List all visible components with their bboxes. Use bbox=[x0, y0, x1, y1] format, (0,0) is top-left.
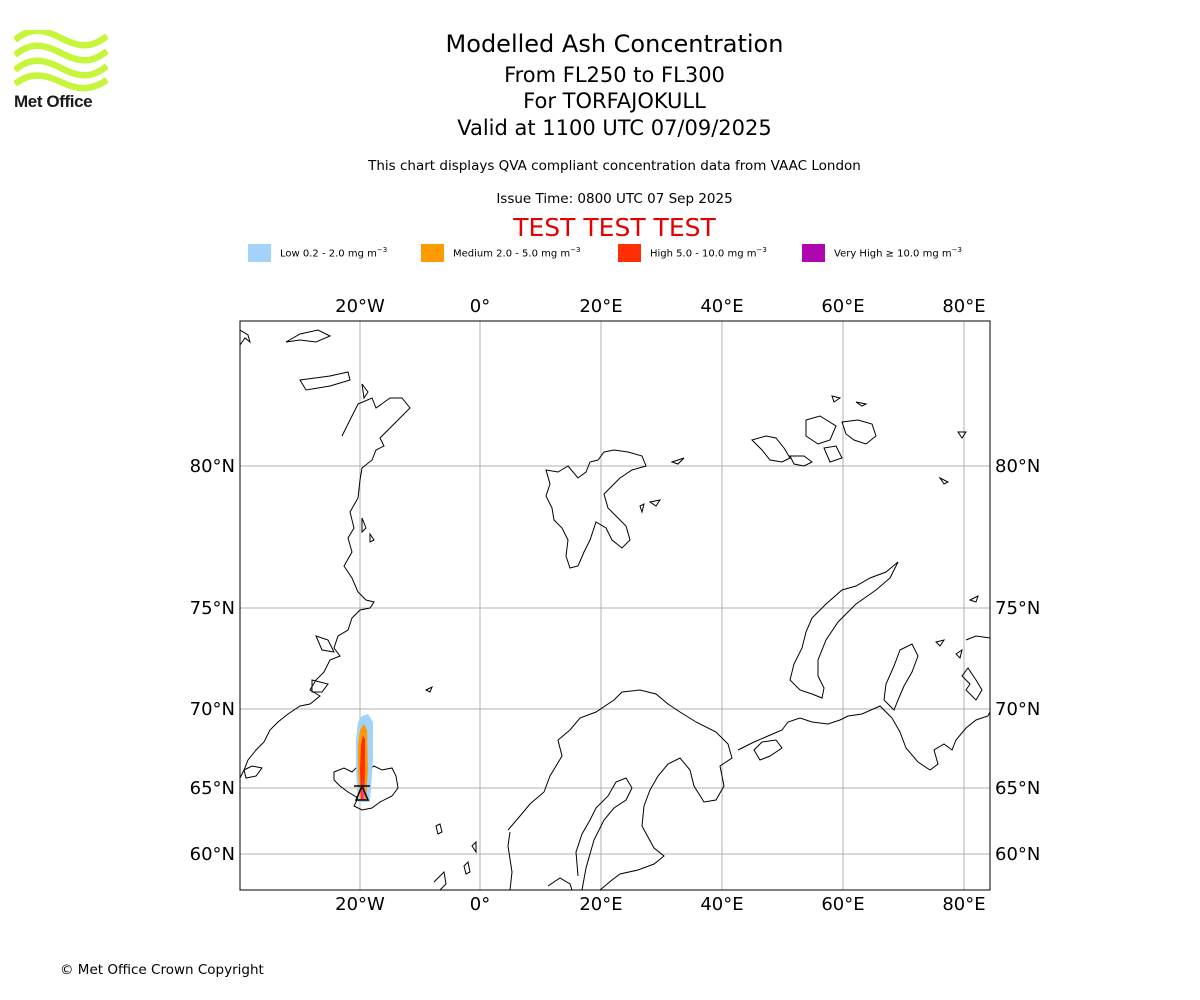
lon-tick-top: 20°E bbox=[579, 296, 622, 317]
latitude-ticks-right: 80°N 75°N 70°N 65°N 60°N bbox=[995, 456, 1040, 865]
volcano-triangle-icon bbox=[354, 784, 370, 801]
legend-item-very-high: Very High ≥ 10.0 mg m−3 bbox=[802, 244, 962, 262]
novaya-zemlya bbox=[789, 561, 899, 699]
issue-time: Issue Time: 0800 UTC 07 Sep 2025 bbox=[496, 191, 733, 207]
flight-level-range: From FL250 to FL300 bbox=[504, 63, 725, 87]
chart-title: Modelled Ash Concentration bbox=[445, 30, 784, 58]
scandinavia-coast bbox=[507, 689, 733, 890]
met-office-logo-icon bbox=[14, 30, 108, 92]
legend-item-medium: Medium 2.0 - 5.0 mg m−3 bbox=[421, 244, 580, 262]
volcano-name: For TORFAJOKULL bbox=[523, 89, 706, 113]
svalbard-coast bbox=[545, 449, 647, 569]
lon-tick-bottom: 80°E bbox=[942, 894, 985, 915]
longitude-ticks-bottom: 20°W 0° 20°E 40°E 60°E 80°E bbox=[335, 894, 985, 915]
lon-tick-bottom: 20°W bbox=[335, 894, 385, 915]
lat-tick-left: 75°N bbox=[190, 598, 235, 619]
lat-tick-left: 80°N bbox=[190, 456, 235, 477]
test-banner: TEST TEST TEST bbox=[513, 213, 716, 242]
legend-swatch-low bbox=[248, 244, 271, 262]
lon-tick-bottom: 20°E bbox=[579, 894, 622, 915]
lat-tick-left: 65°N bbox=[190, 778, 235, 799]
lat-tick-left: 60°N bbox=[190, 844, 235, 865]
copyright-notice: © Met Office Crown Copyright bbox=[60, 962, 264, 978]
lon-tick-bottom: 40°E bbox=[700, 894, 743, 915]
lat-tick-right: 70°N bbox=[995, 699, 1040, 720]
map-gridlines bbox=[240, 321, 990, 890]
ash-plume bbox=[356, 714, 373, 802]
latitude-ticks-left: 80°N 75°N 70°N 65°N 60°N bbox=[190, 456, 235, 865]
legend-label-low: Low 0.2 - 2.0 mg m−3 bbox=[280, 246, 388, 260]
legend-swatch-very-high bbox=[802, 244, 825, 262]
logo-wordmark: Met Office bbox=[14, 92, 93, 111]
coastlines bbox=[240, 329, 990, 890]
lon-tick-top: 60°E bbox=[821, 296, 864, 317]
legend-label-very-high: Very High ≥ 10.0 mg m−3 bbox=[834, 246, 962, 260]
lat-tick-right: 65°N bbox=[995, 778, 1040, 799]
greenland-coast bbox=[240, 329, 411, 779]
lat-tick-left: 70°N bbox=[190, 699, 235, 720]
lat-tick-right: 75°N bbox=[995, 598, 1040, 619]
lon-tick-top: 40°E bbox=[700, 296, 743, 317]
legend-label-high: High 5.0 - 10.0 mg m−3 bbox=[650, 246, 767, 260]
lon-tick-top: 20°W bbox=[335, 296, 385, 317]
legend-item-low: Low 0.2 - 2.0 mg m−3 bbox=[248, 244, 387, 262]
chart-description: This chart displays QVA compliant concen… bbox=[368, 158, 861, 174]
legend-swatch-medium bbox=[421, 244, 444, 262]
lon-tick-top: 0° bbox=[470, 296, 490, 317]
longitude-ticks-top: 20°W 0° 20°E 40°E 60°E 80°E bbox=[335, 296, 985, 317]
legend-swatch-high bbox=[618, 244, 641, 262]
lon-tick-top: 80°E bbox=[942, 296, 985, 317]
legend-item-high: High 5.0 - 10.0 mg m−3 bbox=[618, 244, 767, 262]
legend-label-medium: Medium 2.0 - 5.0 mg m−3 bbox=[453, 246, 581, 260]
lat-tick-right: 80°N bbox=[995, 456, 1040, 477]
franz-josef-land bbox=[751, 395, 967, 485]
lon-tick-bottom: 0° bbox=[470, 894, 490, 915]
plume-high bbox=[360, 735, 365, 800]
lon-tick-bottom: 60°E bbox=[821, 894, 864, 915]
lat-tick-right: 60°N bbox=[995, 844, 1040, 865]
valid-time: Valid at 1100 UTC 07/09/2025 bbox=[457, 116, 772, 140]
map-frame bbox=[239, 320, 991, 891]
